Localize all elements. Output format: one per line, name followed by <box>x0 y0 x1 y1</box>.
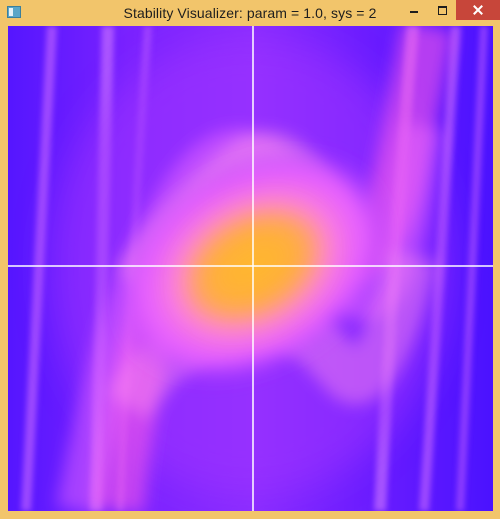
title-bar[interactable]: Stability Visualizer: param = 1.0, sys =… <box>0 0 500 26</box>
stability-plot <box>8 26 493 511</box>
stability-canvas[interactable] <box>8 26 493 511</box>
maximize-icon <box>437 5 447 15</box>
minimize-icon <box>410 11 418 13</box>
maximize-button[interactable] <box>428 0 456 20</box>
close-button[interactable] <box>456 0 500 20</box>
close-icon <box>473 5 483 15</box>
minimize-button[interactable] <box>400 0 428 20</box>
app-icon[interactable] <box>7 6 21 18</box>
